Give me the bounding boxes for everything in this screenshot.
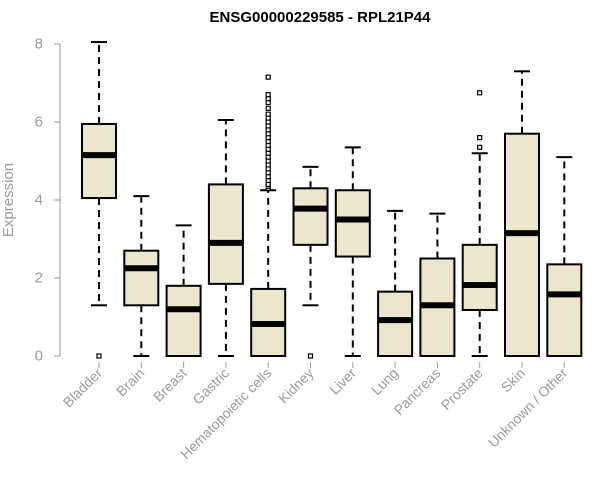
box-pancreas [419,212,456,357]
box-hematopoietic-cells [250,74,287,358]
box-lung [377,209,414,357]
outlier-point [265,105,271,111]
box-gastric [207,119,244,357]
x-tick-label: Bladder [60,365,106,411]
box-iqr [207,183,244,285]
y-tick-label: 2 [35,270,43,287]
box-kidney [292,165,329,359]
chart-title: ENSG00000229585 - RPL21P44 [210,9,432,26]
box-breast [165,224,202,357]
box-skin [504,70,540,357]
y-tick-label: 0 [35,348,43,365]
box-prostate [461,90,498,357]
box-iqr [334,189,371,258]
outlier-point [477,144,483,150]
box-liver [334,146,371,357]
outlier-point [265,92,271,98]
boxes-group [81,41,583,359]
box-iqr [165,284,202,357]
box-iqr [292,187,329,246]
x-tick-label: Breast [150,365,190,405]
box-bladder [81,41,117,359]
outlier-point [477,90,483,96]
x-tick-label: Unknown / Other [485,365,571,451]
y-axis: 0 2 4 6 8 [35,36,61,365]
box-unknown-other [546,156,583,358]
x-tick-label: Skin [498,365,529,396]
y-tick-label: 4 [35,192,43,209]
y-tick-label: 6 [35,114,43,131]
outlier-point [265,111,271,117]
box-brain [123,195,160,357]
box-iqr [461,243,498,311]
x-tick-label: Liver [326,365,359,398]
box-iqr [504,132,540,357]
outlier-point [265,74,271,80]
y-tick-label: 8 [35,36,43,53]
x-tick-label: Lung [368,365,401,398]
x-tick-label: Kidney [275,365,317,407]
y-axis-label: Expression [0,163,17,237]
x-tick-label: Prostate [438,365,486,413]
box-iqr [377,290,414,357]
box-iqr [81,122,117,200]
x-tick-label: Brain [113,365,147,399]
box-iqr [546,263,583,358]
box-iqr [123,249,160,307]
outlier-point [307,353,314,359]
outlier-point [96,353,102,359]
x-tick-label: Pancreas [390,365,443,418]
outlier-point [477,135,483,141]
